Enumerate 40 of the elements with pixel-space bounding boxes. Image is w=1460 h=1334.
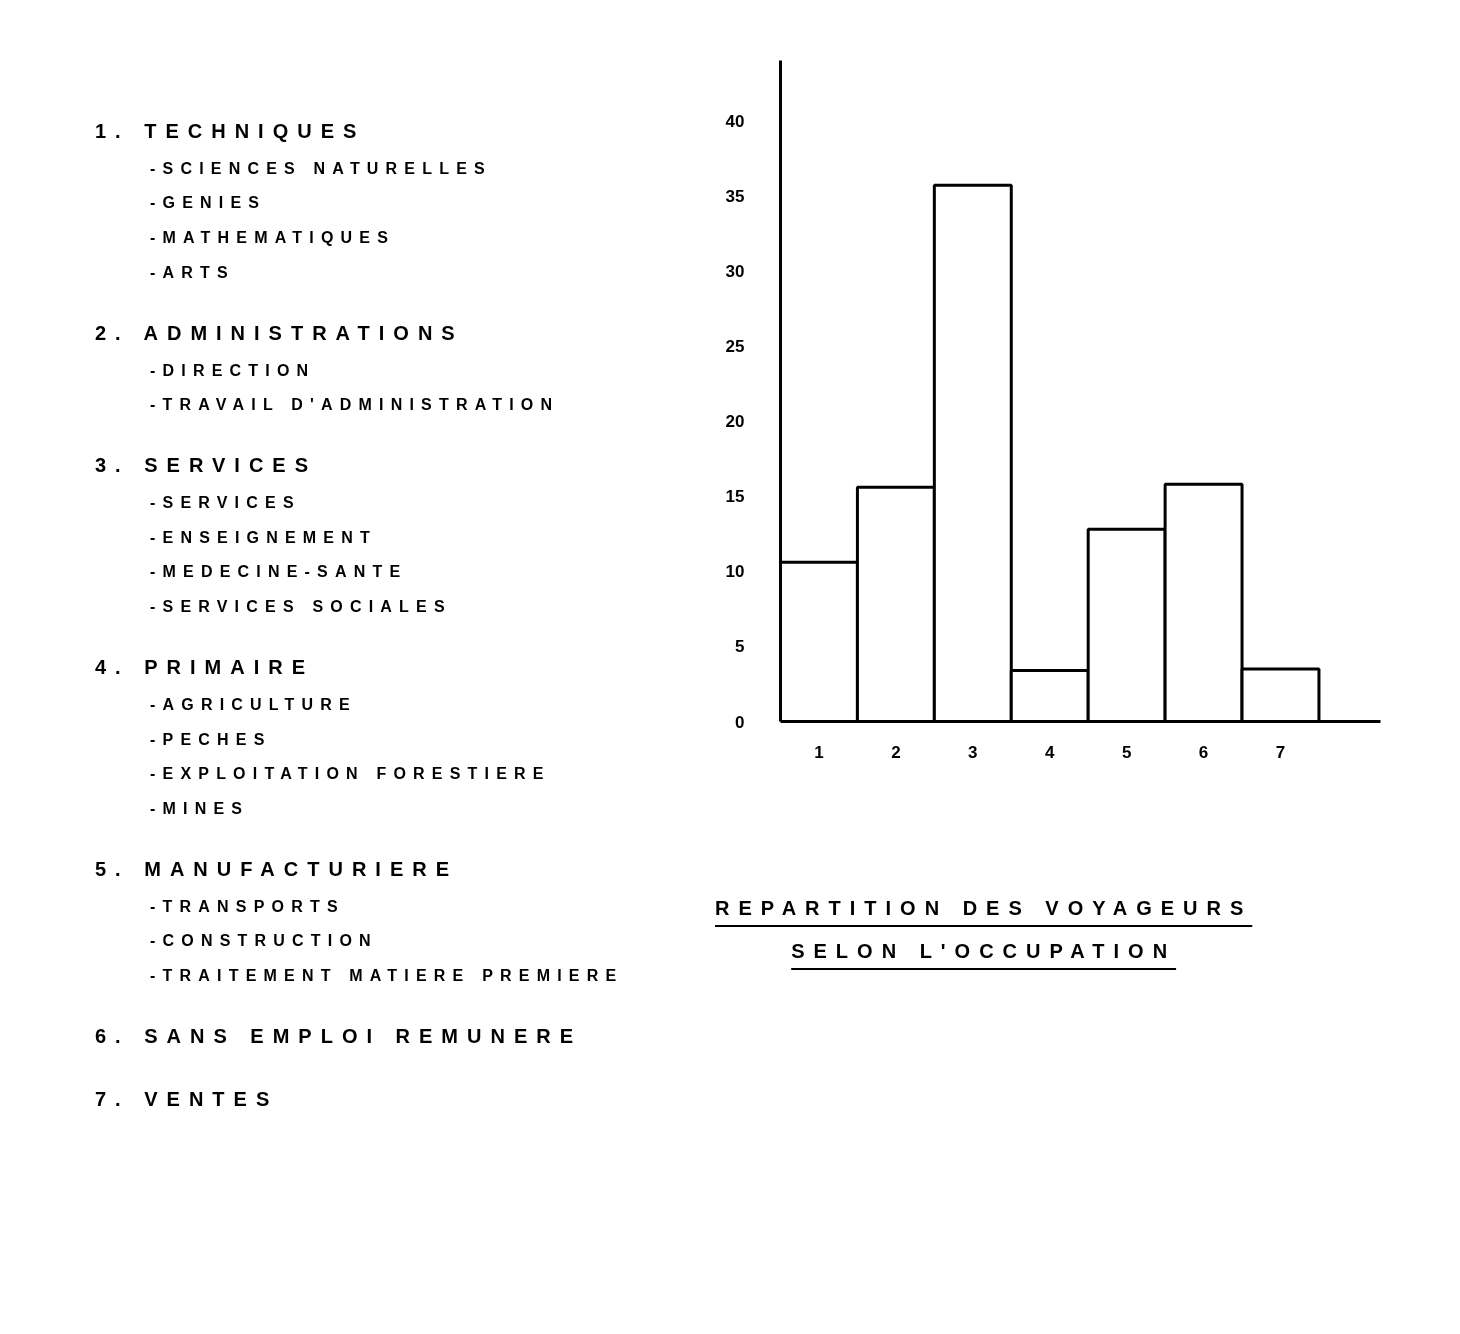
text: -MEDECINE-SANTE (150, 562, 409, 583)
text: -TRAITEMENT MATIERE PREMIERE (150, 966, 624, 987)
text: -GENIES (150, 193, 268, 214)
y-tick-label: 5 (735, 637, 745, 657)
text: -AGRICULTURE (150, 694, 358, 715)
y-tick-label: 30 (725, 261, 745, 281)
text: 2. ADMINISTRATIONS (95, 320, 465, 346)
y-tick-label: 40 (725, 111, 745, 131)
x-tick-label: 2 (891, 742, 901, 762)
y-tick-label: 15 (725, 487, 745, 507)
text: -ARTS (150, 263, 236, 284)
y-tick-label: 25 (725, 336, 745, 356)
y-tick-label: 20 (725, 412, 745, 432)
y-tick-label: 35 (725, 186, 745, 206)
text: 3. SERVICES (95, 453, 319, 479)
text: 4. PRIMAIRE (95, 655, 316, 681)
x-tick-label: 6 (1198, 742, 1209, 762)
text: -EXPLOITATION FORESTIERE (150, 764, 552, 785)
text: -SERVICES (150, 492, 302, 513)
text: -PECHES (150, 729, 273, 750)
text: -SERVICES SOCIALES (150, 597, 453, 618)
text: -SCIENCES NATURELLES (150, 158, 493, 179)
x-tick-label: 5 (1121, 742, 1132, 762)
y-tick-label: 0 (735, 712, 745, 732)
text: 7. VENTES (95, 1086, 280, 1112)
x-tick-label: 7 (1275, 742, 1286, 762)
x-tick-label: 3 (968, 742, 978, 762)
text: -TRAVAIL D'ADMINISTRATION (150, 395, 561, 416)
text: -ENSEIGNEMENT (150, 527, 378, 548)
x-tick-label: 1 (814, 742, 824, 762)
text: -DIRECTION (150, 360, 317, 381)
text: 5. MANUFACTURIERE (95, 857, 459, 883)
y-tick-label: 10 (725, 562, 745, 582)
x-tick-label: 4 (1045, 742, 1055, 762)
text: -CONSTRUCTION (150, 931, 379, 952)
text: -TRANSPORTS (150, 896, 346, 917)
text: 6. SANS EMPLOI REMUNERE (95, 1024, 584, 1050)
text: -MATHEMATIQUES (150, 228, 397, 249)
text: -MINES (150, 799, 251, 820)
text: 1. TECHNIQUES (95, 119, 367, 144)
